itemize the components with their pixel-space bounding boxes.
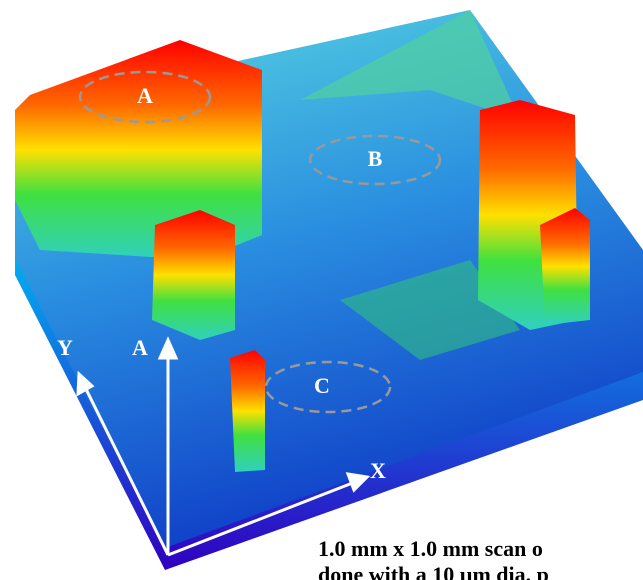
axis-label: A xyxy=(132,335,148,360)
caption: done with a 10 µm dia. p xyxy=(318,562,549,580)
axis-label: Y xyxy=(57,335,73,360)
surface-plot: A B C Y A X 1.0 mm x 1.0 mm scan o done … xyxy=(0,0,643,580)
caption: 1.0 mm x 1.0 mm scan o xyxy=(318,536,543,561)
region-label: B xyxy=(368,146,383,171)
region-label: A xyxy=(137,83,153,108)
surface xyxy=(15,10,643,570)
region-label: C xyxy=(314,373,330,398)
axis-label: X xyxy=(370,458,386,483)
